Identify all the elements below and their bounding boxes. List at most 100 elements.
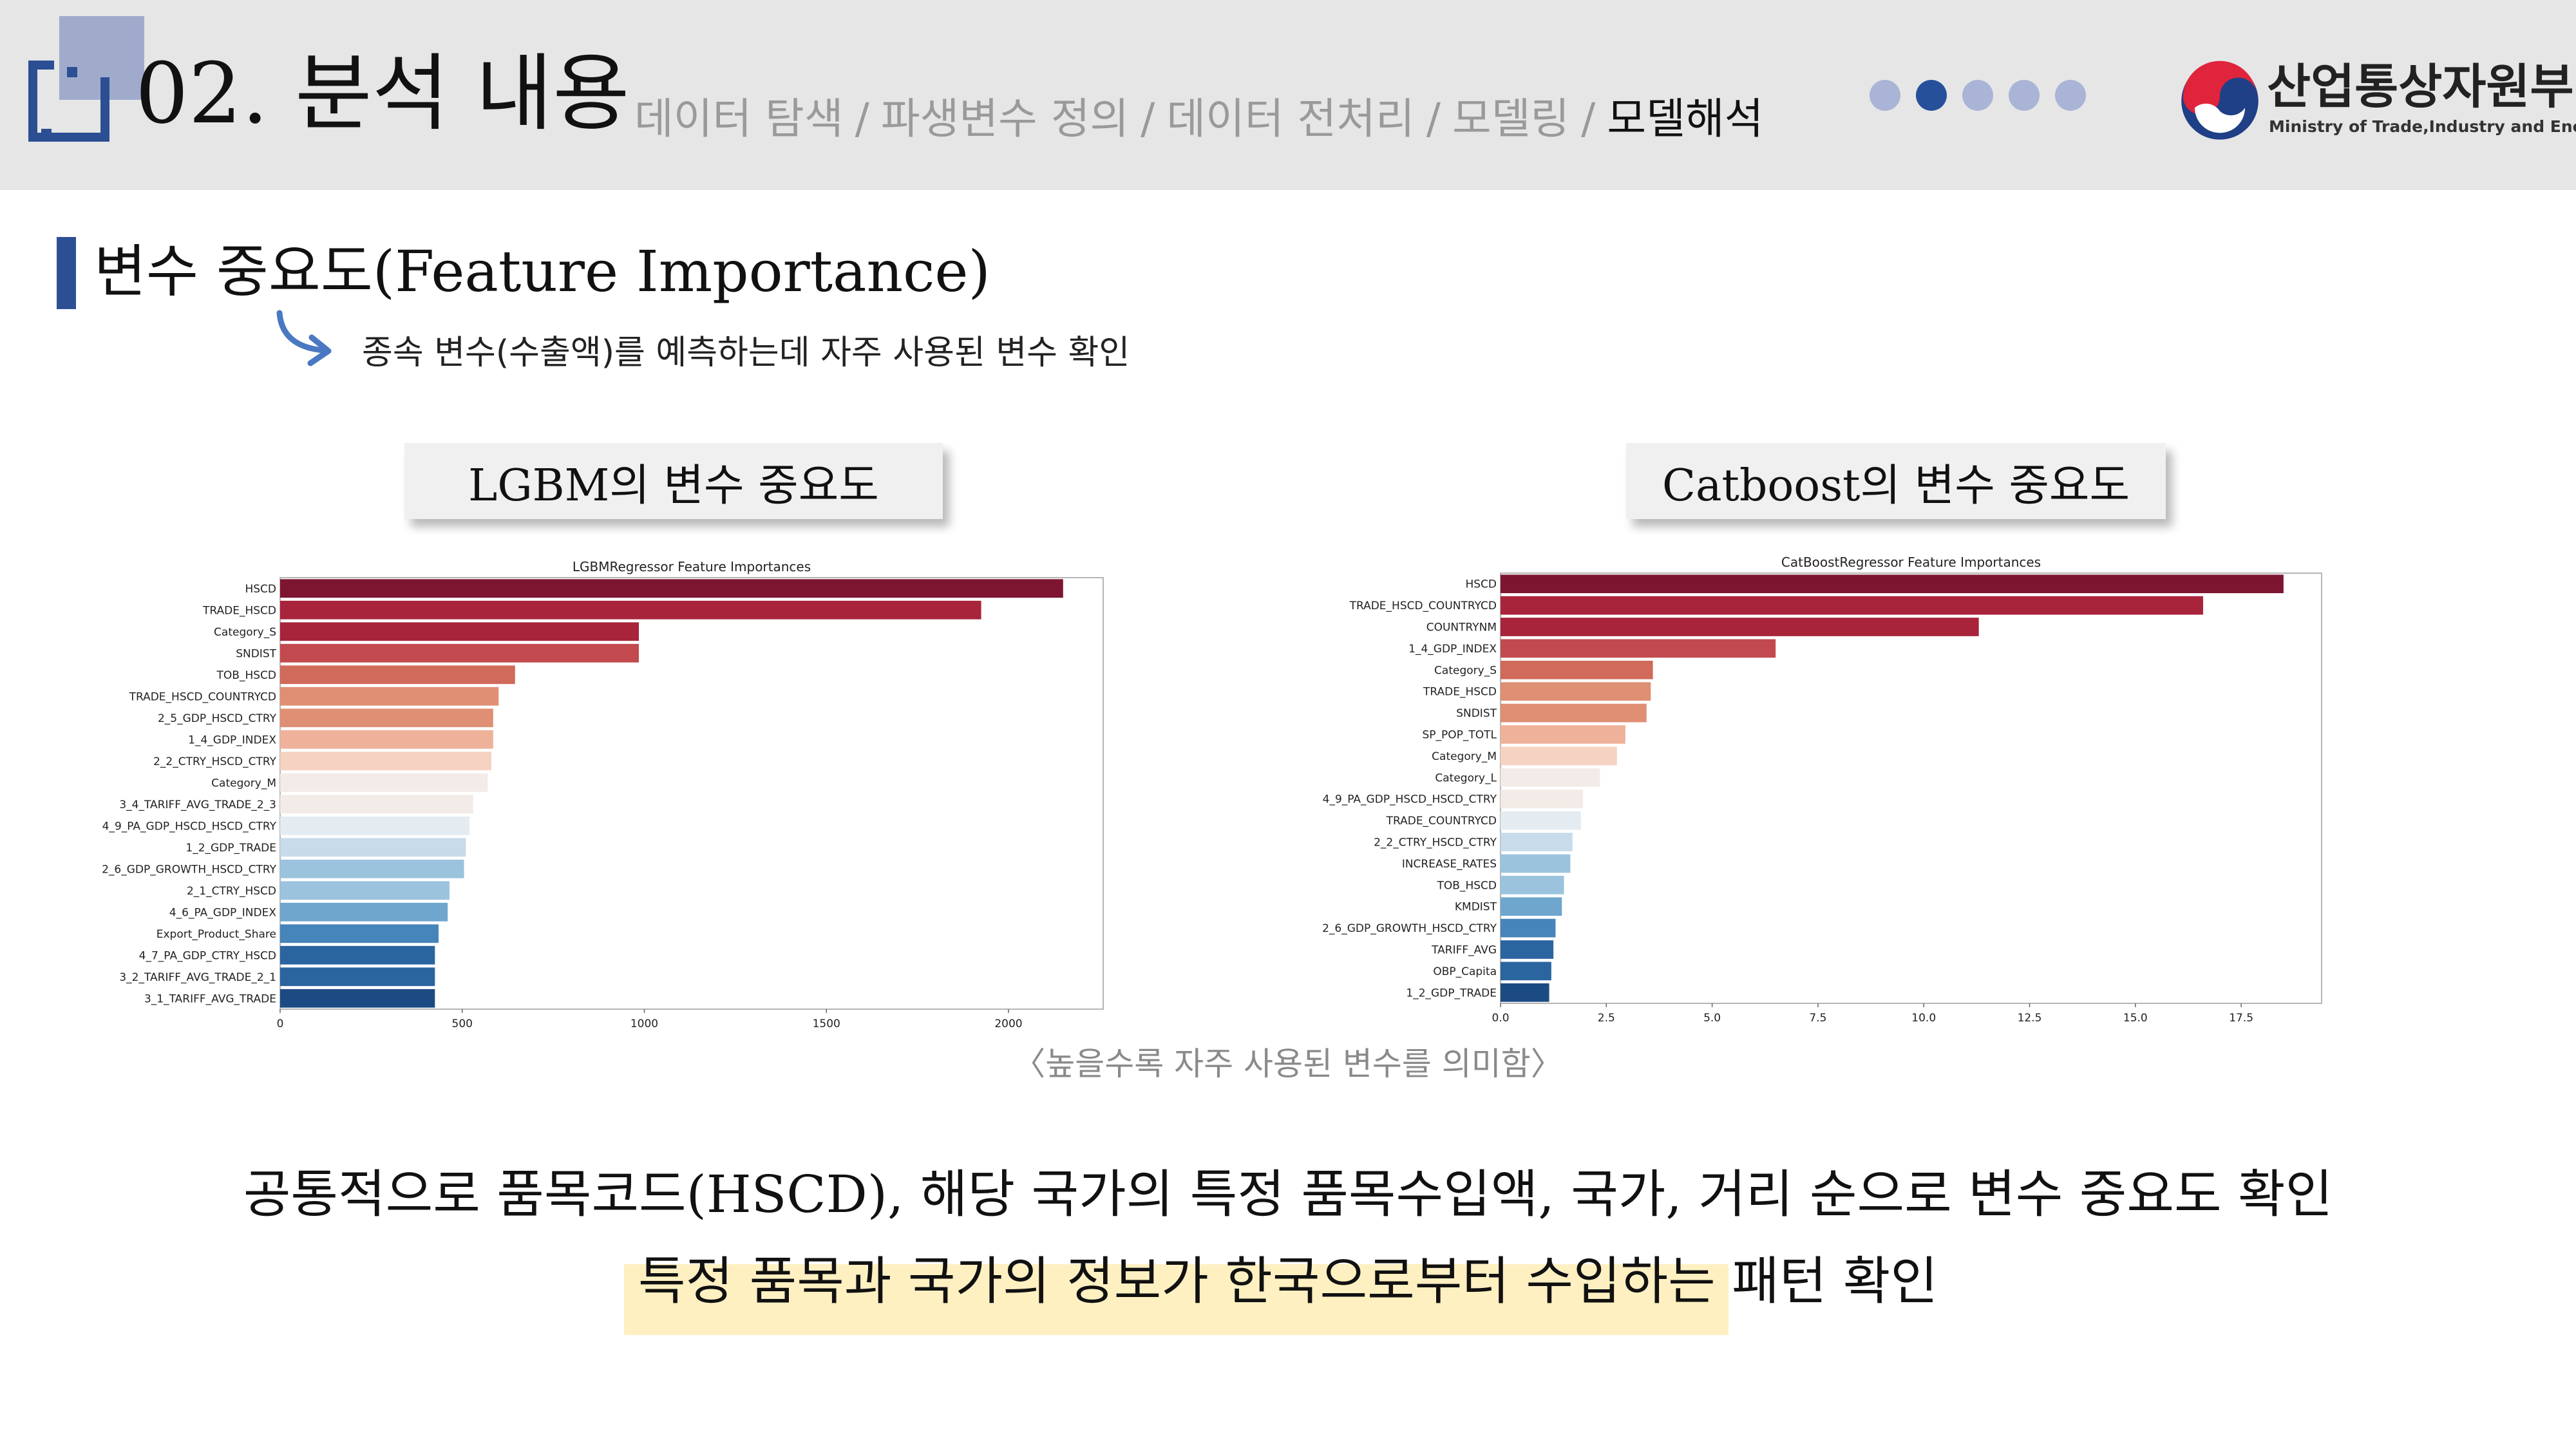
y-tick-label: 4_9_PA_GDP_HSCD_HSCD_CTRY	[102, 820, 277, 833]
y-tick-label: SNDIST	[1456, 707, 1497, 720]
bar	[280, 881, 450, 900]
y-tick-label: Category_S	[214, 626, 276, 639]
page-title: 02. 분석 내용	[135, 44, 630, 142]
y-tick-label: 2_1_CTRY_HSCD	[187, 885, 276, 898]
bar	[280, 816, 470, 835]
x-tick-label: 0.0	[1492, 1012, 1509, 1025]
progress-dot[interactable]	[2009, 80, 2040, 111]
bar	[1501, 703, 1647, 723]
lgbm-chart-svg: LGBMRegressor Feature Importances HSCD TRA…	[102, 559, 1104, 1030]
catboost-chart-svg: CatBoostRegressor Feature Importances HSC…	[1322, 554, 2322, 1025]
section-accent-bar	[57, 237, 76, 309]
y-tick-label: Category_M	[1432, 750, 1497, 763]
progress-dot-active[interactable]	[1916, 80, 1947, 111]
y-tick-label: 3_4_TARIFF_AVG_TRADE_2_3	[119, 799, 276, 811]
y-tick-label: 3_1_TARIFF_AVG_TRADE	[144, 992, 276, 1005]
chart-title: CatBoostRegressor Feature Importances	[1781, 554, 2041, 570]
y-tick-label: 1_2_GDP_TRADE	[185, 842, 276, 855]
bar	[1501, 940, 1554, 959]
section-subtitle: 종속 변수(수출액)를 예측하는데 자주 사용된 변수 확인	[362, 334, 1130, 372]
y-tick-label: Category_L	[1435, 772, 1497, 784]
bar	[280, 730, 493, 749]
y-tick-label: TRADE_HSCD	[1423, 686, 1497, 699]
y-tick-label: HSCD	[245, 583, 276, 596]
bar	[1501, 618, 1979, 636]
breadcrumb: 데이터 탐색 / 파생변수 정의 / 데이터 전처리 / 모델링 / 모델해석	[634, 90, 1763, 148]
x-tick-label: 0	[277, 1018, 284, 1030]
y-tick-label: SP_POP_TOTL	[1422, 729, 1497, 742]
y-tick-label: TARIFF_AVG	[1431, 944, 1497, 957]
bar	[1501, 811, 1581, 830]
breadcrumb-item-derived-vars[interactable]: 파생변수 정의	[880, 94, 1130, 144]
curved-arrow-icon	[276, 310, 332, 366]
chart-title: LGBMRegressor Feature Importances	[573, 559, 811, 574]
bar	[1501, 983, 1549, 1002]
y-tick-label: TOB_HSCD	[1437, 879, 1497, 892]
lgbm-feature-importance-chart: LGBMRegressor Feature Importances HSCD TRA…	[97, 554, 1114, 1034]
x-tick-label: 1500	[813, 1018, 840, 1030]
bar	[1501, 790, 1584, 809]
bar	[1501, 833, 1573, 851]
y-tick-label: TRADE_HSCD_COUNTRYCD	[129, 690, 276, 703]
header-decoration-dot	[41, 129, 52, 139]
bar	[280, 795, 473, 814]
bar	[280, 622, 639, 641]
bar	[1501, 897, 1562, 916]
breadcrumb-item-explore[interactable]: 데이터 탐색	[634, 94, 844, 144]
bar	[1501, 725, 1625, 744]
y-tick-label: 2_5_GDP_HSCD_CTRY	[158, 712, 277, 725]
breadcrumb-item-modeling[interactable]: 모델링	[1452, 94, 1570, 144]
bar	[280, 902, 448, 922]
y-tick-label: COUNTRYNM	[1426, 621, 1497, 634]
bar	[280, 838, 466, 857]
x-tick-label: 2000	[994, 1018, 1022, 1030]
y-tick-label: 2_6_GDP_GROWTH_HSCD_CTRY	[102, 863, 277, 876]
bar	[280, 752, 491, 771]
progress-dot[interactable]	[2055, 80, 2086, 111]
bar	[280, 665, 515, 685]
y-tick-label: TRADE_COUNTRYCD	[1386, 815, 1497, 828]
lgbm-title-box: LGBM의 변수 중요도	[404, 443, 943, 519]
breadcrumb-separator: /	[855, 94, 869, 144]
catboost-feature-importance-chart: CatBoostRegressor Feature Importances HSC…	[1314, 551, 2331, 1030]
y-tick-label: 2_2_CTRY_HSCD_CTRY	[153, 755, 277, 768]
bar	[280, 989, 435, 1008]
plot-area-frame	[279, 577, 1104, 1010]
y-tick-label: 4_7_PA_GDP_CTRY_HSCD	[139, 949, 276, 962]
y-tick-label: INCREASE_RATES	[1402, 858, 1497, 871]
bar	[1501, 596, 2203, 615]
y-tick-label: OBP_Capita	[1433, 965, 1497, 978]
x-tick-label: 10.0	[1911, 1012, 1936, 1025]
bar	[1501, 918, 1556, 938]
progress-dots	[1870, 80, 2086, 111]
x-tick-label: 1000	[630, 1018, 658, 1030]
y-tick-label: Category_M	[211, 777, 276, 790]
breadcrumb-item-interpretation[interactable]: 모델해석	[1607, 94, 1764, 144]
bar	[1501, 961, 1551, 981]
bar	[280, 708, 493, 728]
breadcrumb-separator: /	[1426, 94, 1441, 144]
header-band: 02. 분석 내용 데이터 탐색 / 파생변수 정의 / 데이터 전처리 / 모델링 / 모델해…	[0, 0, 2576, 190]
bar	[280, 859, 464, 878]
summary-line-2: 특정 품목과 국가의 정보가 한국으로부터 수입하는 패턴 확인	[623, 1246, 1938, 1335]
bar	[280, 945, 435, 965]
header-decoration-bracket-right	[100, 77, 109, 142]
header-decoration-dot	[67, 67, 77, 77]
x-tick-label: 7.5	[1809, 1012, 1826, 1025]
y-tick-label: SNDIST	[236, 647, 276, 660]
bar	[1501, 875, 1564, 895]
progress-dot[interactable]	[1962, 80, 1993, 111]
bar	[1501, 574, 2284, 594]
y-tick-label: TRADE_HSCD	[202, 604, 276, 617]
chart-caption: 〈높을수록 자주 사용된 변수를 의미함〉	[1013, 1045, 1563, 1083]
x-tick-label: 12.5	[2018, 1012, 2042, 1025]
bar	[280, 773, 488, 792]
y-tick-label: KMDIST	[1455, 901, 1497, 914]
progress-dot[interactable]	[1870, 80, 1900, 111]
breadcrumb-item-preprocess[interactable]: 데이터 전처리	[1166, 94, 1415, 144]
y-tick-label: Category_S	[1434, 664, 1497, 677]
x-tick-label: 500	[452, 1018, 473, 1030]
breadcrumb-separator: /	[1141, 94, 1155, 144]
bar	[1501, 682, 1651, 701]
summary-line-2-text: 특정 품목과 국가의 정보가 한국으로부터 수입하는 패턴 확인	[638, 1251, 1938, 1311]
